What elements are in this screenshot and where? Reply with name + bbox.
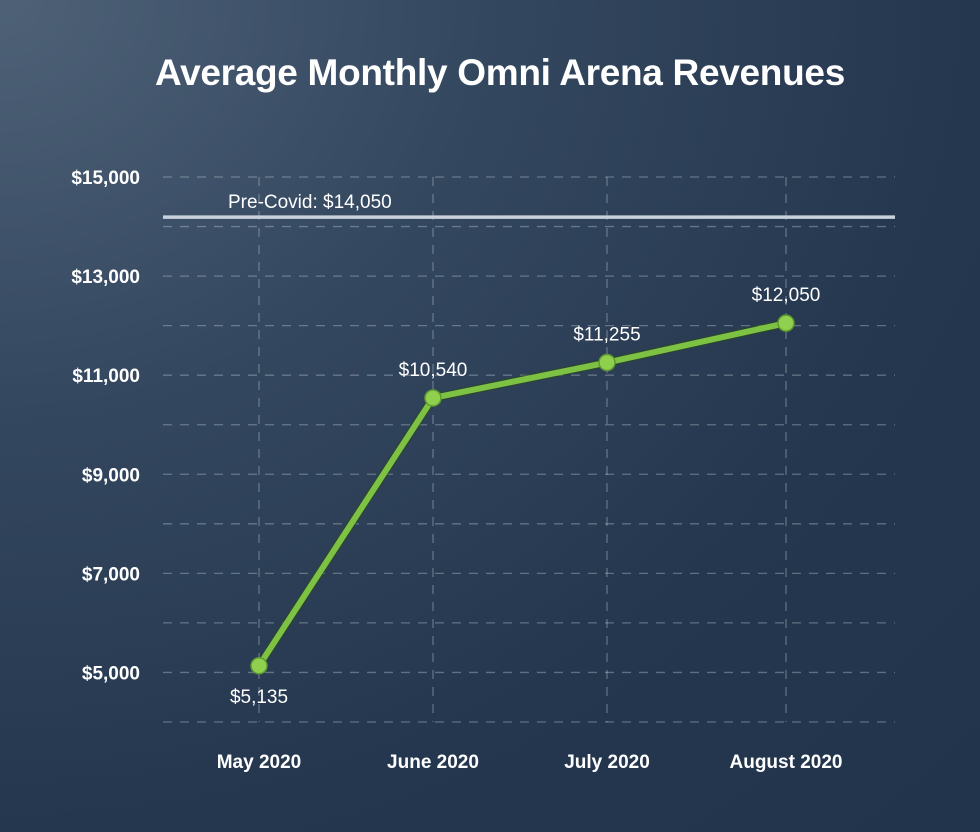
data-point [598, 353, 616, 372]
data-label: $12,050 [752, 285, 821, 306]
x-tick-label: June 2020 [387, 752, 479, 773]
data-label: $5,135 [230, 687, 288, 708]
y-tick-label: $15,000 [71, 168, 140, 189]
reference-line-label: Pre-Covid: $14,050 [228, 192, 392, 213]
x-tick-label: July 2020 [564, 752, 650, 773]
data-point [250, 657, 268, 675]
data-label: $10,540 [399, 360, 468, 381]
data-label: $11,255 [573, 325, 640, 346]
series-line [256, 320, 787, 668]
y-tick-label: $13,000 [71, 267, 140, 288]
x-tick-label: August 2020 [730, 752, 843, 773]
x-tick-label: May 2020 [217, 752, 302, 773]
data-point [424, 389, 442, 407]
y-tick-label: $7,000 [82, 564, 140, 585]
data-point [777, 314, 795, 332]
y-tick-label: $9,000 [82, 465, 140, 486]
y-tick-label: $5,000 [82, 663, 140, 684]
chart-title: Average Monthly Omni Arena Revenues [155, 52, 845, 93]
y-tick-label: $11,000 [72, 366, 140, 387]
